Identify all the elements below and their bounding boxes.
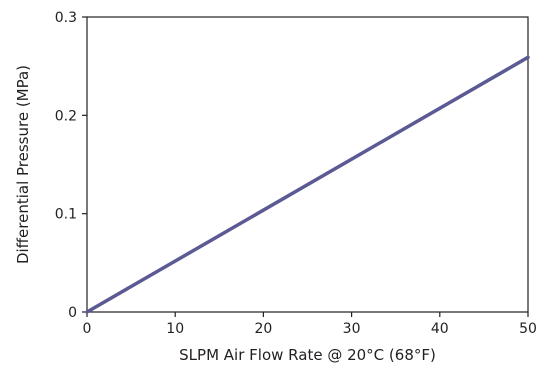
x-tick-label: 40 <box>431 321 449 337</box>
x-tick-label: 50 <box>519 321 537 337</box>
x-axis-ticks: 0 10 20 30 40 50 <box>83 312 537 337</box>
plot-area-frame <box>86 16 529 313</box>
series-line <box>85 55 530 314</box>
x-tick-label: 10 <box>166 321 184 337</box>
y-tick-label: 0.2 <box>55 108 77 124</box>
y-tick-label: 0.1 <box>55 207 77 223</box>
x-tick-label: 30 <box>343 321 361 337</box>
x-tick-label: 20 <box>254 321 272 337</box>
y-axis-ticks: 0 0.1 0.2 0.3 <box>55 10 87 321</box>
y-tick-label: 0 <box>68 305 77 321</box>
series-layer <box>85 55 530 314</box>
y-axis-title: Differential Pressure (MPa) <box>14 65 32 264</box>
x-axis-title: SLPM Air Flow Rate @ 20°C (68°F) <box>179 346 436 364</box>
y-tick-label: 0.3 <box>55 10 77 26</box>
x-tick-label: 0 <box>83 321 92 337</box>
